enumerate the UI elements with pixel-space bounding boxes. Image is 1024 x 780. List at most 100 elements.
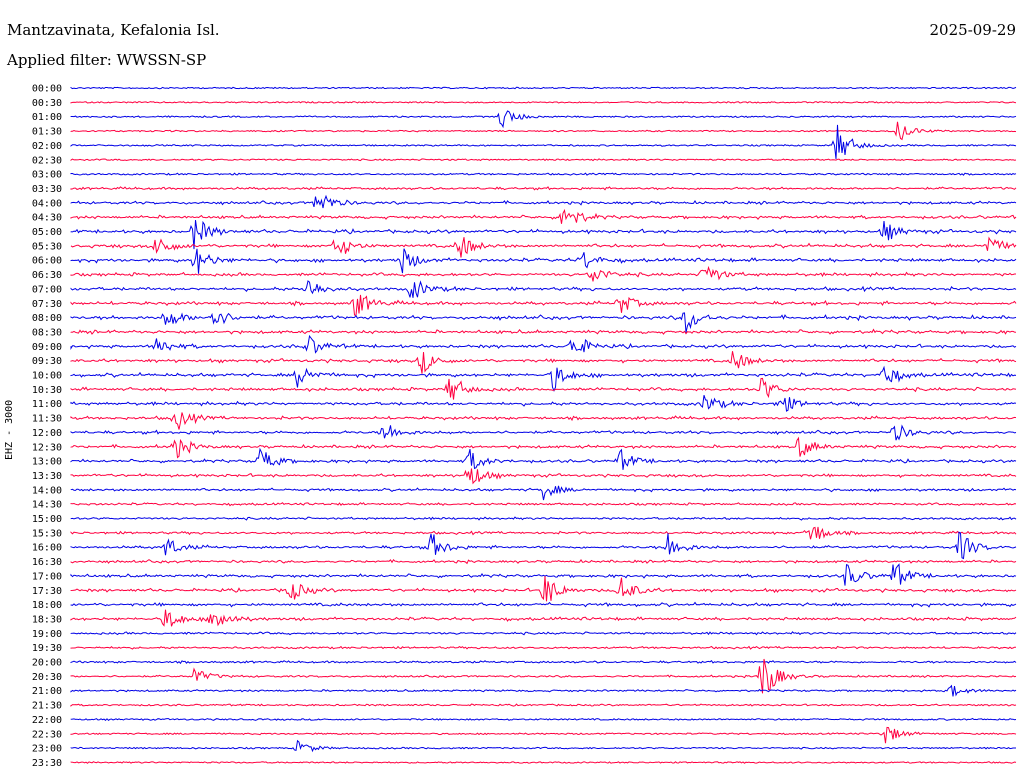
row-time-label: 18:30 <box>32 614 62 625</box>
trace-row-1530 <box>70 526 1017 540</box>
trace-row-0700 <box>70 280 1017 298</box>
trace-row-0830 <box>70 328 1017 335</box>
row-time-label: 20:00 <box>32 658 62 669</box>
trace-row-1500 <box>70 516 1017 521</box>
row-time-label: 19:30 <box>32 643 62 654</box>
row-time-label: 05:30 <box>32 241 62 252</box>
row-time-label: 02:00 <box>32 141 62 152</box>
trace-row-0230 <box>70 158 1017 162</box>
row-time-label: 10:30 <box>32 385 62 396</box>
trace-row-0400 <box>70 194 1017 209</box>
trace-row-0600 <box>70 248 1017 274</box>
row-time-label: 09:30 <box>32 356 62 367</box>
row-time-label: 07:30 <box>32 299 62 310</box>
trace-row-0130 <box>70 121 1017 141</box>
row-time-label: 15:30 <box>32 528 62 539</box>
row-time-label: 11:00 <box>32 399 62 410</box>
trace-row-0530 <box>70 236 1017 258</box>
row-time-label: 04:30 <box>32 213 62 224</box>
trace-row-0100 <box>70 110 1017 129</box>
row-time-label: 08:30 <box>32 327 62 338</box>
trace-row-1700 <box>70 563 1017 586</box>
row-time-label: 09:00 <box>32 342 62 353</box>
trace-row-2030 <box>70 658 1017 694</box>
row-time-label: 14:00 <box>32 485 62 496</box>
row-time-label: 19:00 <box>32 629 62 640</box>
row-time-label: 13:30 <box>32 471 62 482</box>
trace-row-2300 <box>70 739 1016 753</box>
trace-row-1330 <box>70 468 1017 485</box>
trace-row-2000 <box>70 659 1017 665</box>
station-name: Mantzavinata, Kefalonia Isl. <box>7 21 220 39</box>
row-time-label: 11:30 <box>32 414 62 425</box>
row-time-label: 22:00 <box>32 715 62 726</box>
trace-row-0930 <box>70 351 1017 374</box>
row-time-label: 23:00 <box>32 744 62 755</box>
row-time-label: 06:30 <box>32 270 62 281</box>
row-time-label: 12:00 <box>32 428 62 439</box>
row-time-label: 05:00 <box>32 227 62 238</box>
trace-row-1900 <box>70 631 1017 636</box>
row-time-label: 01:30 <box>32 127 62 138</box>
record-date: 2025-09-29 <box>929 21 1016 39</box>
trace-row-1400 <box>70 485 1017 501</box>
tick-label-group: 00:00 00:30 01:00 01:30 02:00 02:30 03:00 03:30… <box>32 84 62 769</box>
trace-row-0330 <box>70 186 1017 191</box>
row-time-label: 18:00 <box>32 600 62 611</box>
trace-row-1200 <box>70 424 1017 441</box>
row-time-label: 00:30 <box>32 98 62 109</box>
row-time-label: 22:30 <box>32 729 62 740</box>
row-time-label: 03:30 <box>32 184 62 195</box>
trace-row-2130 <box>70 703 1017 707</box>
row-time-label: 14:30 <box>32 500 62 511</box>
trace-row-2100 <box>70 684 1017 697</box>
row-time-label: 06:00 <box>32 256 62 267</box>
trace-row-1430 <box>70 502 1017 507</box>
row-time-label: 16:30 <box>32 557 62 568</box>
row-time-label: 02:30 <box>32 155 62 166</box>
trace-row-1600 <box>70 531 1017 560</box>
trace-row-2200 <box>70 717 1017 721</box>
trace-row-1930 <box>70 645 1017 650</box>
trace-row-2330 <box>70 761 1017 764</box>
trace-row-0430 <box>70 208 1017 224</box>
trace-row-0630 <box>70 265 1016 282</box>
row-time-label: 21:30 <box>32 701 62 712</box>
row-time-label: 17:30 <box>32 586 62 597</box>
trace-row-0000 <box>70 86 1017 90</box>
row-time-label: 16:00 <box>32 543 62 554</box>
row-time-label: 21:00 <box>32 686 62 697</box>
row-time-label: 08:00 <box>32 313 62 324</box>
trace-row-1730 <box>70 576 1017 602</box>
row-time-label: 12:30 <box>32 442 62 453</box>
trace-row-0500 <box>70 220 1017 250</box>
trace-row-1630 <box>70 559 1017 565</box>
trace-row-1100 <box>70 395 1017 412</box>
row-time-label: 23:30 <box>32 758 62 769</box>
row-time-label: 15:00 <box>32 514 62 525</box>
trace-row-0730 <box>70 294 1017 317</box>
trace-group <box>70 86 1017 764</box>
row-time-label: 04:00 <box>32 198 62 209</box>
row-time-label: 10:00 <box>32 371 62 382</box>
row-time-label: 01:00 <box>32 112 62 123</box>
row-time-label: 00:00 <box>32 84 62 95</box>
trace-row-1230 <box>70 436 1017 459</box>
trace-row-0900 <box>70 334 1017 354</box>
filter-label: Applied filter: WWSSN-SP <box>7 51 207 69</box>
trace-row-1130 <box>70 412 1017 430</box>
row-time-label: 17:00 <box>32 571 62 582</box>
trace-row-0030 <box>70 101 1017 104</box>
trace-row-1830 <box>70 609 1017 627</box>
trace-row-1300 <box>70 447 1017 470</box>
row-time-label: 07:00 <box>32 284 62 295</box>
trace-row-0200 <box>70 124 1017 160</box>
row-time-label: 20:30 <box>32 672 62 683</box>
trace-row-0800 <box>70 312 1017 333</box>
row-time-label: 13:00 <box>32 457 62 468</box>
trace-row-1030 <box>70 377 1017 400</box>
trace-row-1000 <box>70 365 1017 392</box>
trace-row-1800 <box>70 601 1017 608</box>
row-time-label: 03:00 <box>32 170 62 181</box>
